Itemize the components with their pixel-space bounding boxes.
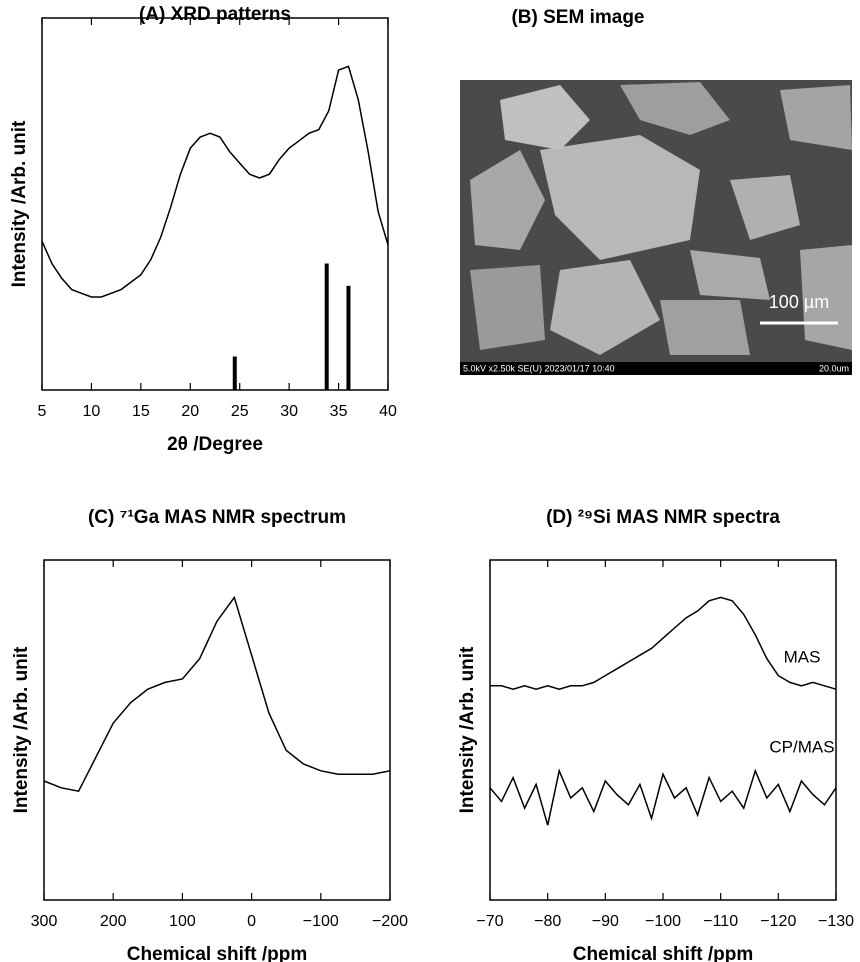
- particle: [620, 82, 730, 135]
- particle: [540, 135, 700, 260]
- series-label: MAS: [784, 647, 821, 666]
- panel-title: (C) ⁷¹Ga MAS NMR spectrum: [88, 507, 346, 528]
- info-text: 5.0kV x2.50k SE(U) 2023/01/17 10:40: [463, 363, 615, 373]
- x-tick-label: −110: [703, 913, 738, 930]
- x-tick-label: 200: [100, 913, 127, 930]
- info-bar: [460, 362, 852, 375]
- x-axis-label: Chemical shift /ppm: [573, 944, 754, 962]
- spectrum-line: [490, 596, 837, 690]
- y-axis-label: Intensity /Arb. unit: [11, 646, 32, 813]
- panel-title: (D) ²⁹Si MAS NMR spectra: [546, 507, 780, 528]
- x-tick-label: 5: [38, 403, 47, 420]
- x-tick-label: 15: [132, 403, 150, 420]
- x-tick-label: −130: [818, 913, 854, 930]
- x-tick-label: −80: [534, 913, 561, 930]
- particle: [660, 300, 750, 355]
- y-axis-label: Intensity /Arb. unit: [457, 646, 478, 813]
- x-axis-label: Chemical shift /ppm: [127, 944, 308, 962]
- particle: [470, 265, 545, 350]
- field-width: 20.0um: [819, 363, 849, 373]
- x-tick-label: −100: [303, 913, 339, 930]
- x-tick-label: 100: [169, 913, 196, 930]
- panel-title: (B) SEM image: [511, 7, 644, 28]
- sem-image: 100 µm 5.0kV x2.50k SE(U) 2023/01/17 10:…: [460, 80, 852, 375]
- particle: [730, 175, 800, 240]
- reference-stick: [232, 356, 237, 390]
- plot-frame: [489, 559, 837, 901]
- x-tick-label: 300: [31, 913, 58, 930]
- particle: [470, 150, 545, 250]
- x-tick-label: −70: [476, 913, 503, 930]
- reference-stick: [346, 285, 351, 390]
- x-tick-label: 0: [247, 913, 256, 930]
- series-label: CP/MAS: [769, 737, 834, 756]
- x-tick-label: 20: [181, 403, 199, 420]
- reference-stick: [324, 263, 329, 390]
- panel-title: (A) XRD patterns: [139, 4, 291, 25]
- particle: [690, 250, 770, 300]
- spectrum-line: [41, 65, 389, 298]
- x-tick-label: −90: [592, 913, 619, 930]
- particle: [500, 85, 590, 150]
- plot-frame: [41, 17, 389, 391]
- scale-bar-label: 100 µm: [769, 292, 829, 312]
- x-tick-label: 35: [330, 403, 348, 420]
- particle: [550, 260, 660, 355]
- y-axis-label: Intensity /Arb. unit: [9, 120, 30, 287]
- x-tick-label: 10: [83, 403, 101, 420]
- x-tick-label: 30: [280, 403, 298, 420]
- x-axis-label: 2θ /Degree: [167, 434, 263, 455]
- spectrum-line: [43, 595, 391, 793]
- x-tick-label: 25: [231, 403, 249, 420]
- plot-frame: [43, 559, 391, 901]
- x-tick-label: −120: [760, 913, 796, 930]
- x-tick-label: 40: [379, 403, 397, 420]
- particle: [780, 85, 852, 150]
- spectrum-line: [489, 768, 837, 826]
- x-tick-label: −100: [645, 913, 681, 930]
- x-tick-label: −200: [372, 913, 408, 930]
